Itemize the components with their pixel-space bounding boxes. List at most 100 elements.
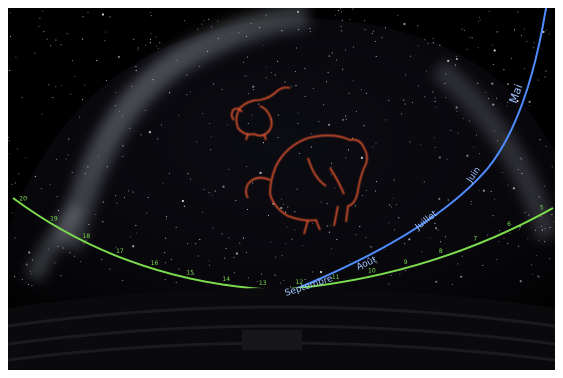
star <box>423 181 425 183</box>
star <box>345 157 347 159</box>
star <box>461 255 463 257</box>
star <box>133 38 135 40</box>
star <box>85 239 87 241</box>
star <box>512 187 515 190</box>
star <box>326 277 328 279</box>
star <box>341 118 345 121</box>
star <box>148 131 151 134</box>
star <box>96 60 98 62</box>
star <box>432 91 434 93</box>
star <box>393 179 395 181</box>
star <box>210 149 212 151</box>
star <box>499 230 501 232</box>
star <box>56 158 58 160</box>
star <box>493 49 496 52</box>
star <box>327 71 329 73</box>
star <box>294 211 296 213</box>
star <box>43 31 45 33</box>
horizon-number: 11 <box>332 274 340 281</box>
star <box>335 59 338 61</box>
horizon-number: 14 <box>222 276 230 283</box>
star <box>456 110 458 112</box>
star <box>168 172 170 174</box>
star <box>373 30 375 32</box>
star <box>540 225 542 227</box>
star <box>538 239 540 241</box>
star <box>102 221 104 223</box>
star <box>304 278 306 281</box>
star <box>9 12 11 14</box>
star <box>486 234 489 236</box>
star <box>286 226 288 228</box>
star <box>147 196 149 199</box>
star <box>199 239 201 241</box>
star <box>262 142 265 144</box>
star <box>528 100 531 103</box>
star <box>135 65 137 68</box>
star <box>468 120 470 122</box>
star <box>135 232 137 234</box>
star <box>444 82 446 84</box>
star <box>294 229 296 231</box>
star <box>336 277 339 279</box>
star <box>21 97 23 99</box>
star <box>369 246 371 248</box>
bear-figure <box>245 134 368 235</box>
star <box>69 252 71 254</box>
star <box>137 49 139 51</box>
star <box>434 100 436 103</box>
star <box>60 84 63 87</box>
star <box>434 222 436 224</box>
star <box>247 277 250 279</box>
star <box>352 80 354 82</box>
star <box>376 262 378 264</box>
star <box>334 187 336 189</box>
horizon-number: 9 <box>404 259 408 266</box>
star <box>54 262 56 264</box>
horizon-number: 20 <box>19 196 27 203</box>
star <box>347 149 350 151</box>
star <box>349 19 351 21</box>
star <box>221 88 223 91</box>
star <box>258 103 260 105</box>
star <box>122 145 124 147</box>
star <box>417 45 419 47</box>
star <box>70 93 72 95</box>
star <box>527 238 529 240</box>
star <box>545 70 547 72</box>
star <box>68 139 70 141</box>
star <box>433 137 435 139</box>
star <box>162 182 164 184</box>
star <box>420 144 422 146</box>
star <box>149 42 151 44</box>
star <box>399 273 401 275</box>
star <box>181 199 184 203</box>
star <box>164 278 166 280</box>
star <box>243 75 245 77</box>
star <box>528 104 530 107</box>
star <box>277 114 279 116</box>
star <box>492 63 494 66</box>
star <box>492 103 495 106</box>
star <box>352 46 354 48</box>
star <box>291 238 293 240</box>
ecliptic-line <box>272 8 547 299</box>
star <box>470 203 472 205</box>
horizon-number: 15 <box>186 269 194 276</box>
star <box>115 195 117 197</box>
star <box>101 13 105 16</box>
star <box>297 122 299 124</box>
star <box>503 69 505 71</box>
star <box>25 157 27 159</box>
star <box>328 55 330 57</box>
star <box>519 280 522 283</box>
star <box>150 33 152 35</box>
star <box>117 55 120 59</box>
star <box>438 156 441 159</box>
star <box>375 181 378 183</box>
star <box>296 188 298 190</box>
star <box>473 146 475 148</box>
horizon-number: 13 <box>259 280 267 287</box>
star <box>68 138 70 140</box>
star <box>140 134 142 136</box>
